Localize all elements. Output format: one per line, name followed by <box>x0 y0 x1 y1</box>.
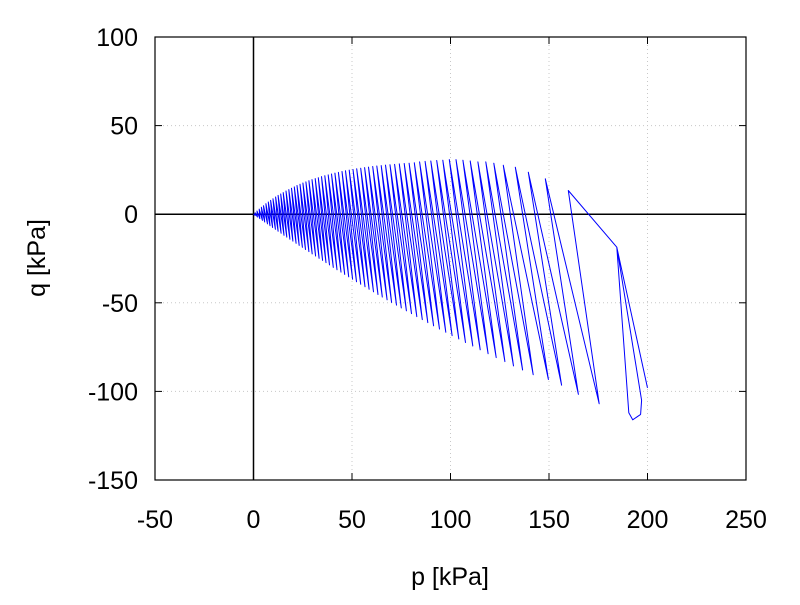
x-axis-label: p [kPa] <box>411 563 489 591</box>
x-tick-label: 100 <box>430 506 472 534</box>
ticks: -50 0 50 100 150 200 250 -150 -100 -50 0 50 100 <box>88 24 767 534</box>
x-tick-label: 50 <box>338 506 366 534</box>
y-tick-label: 50 <box>110 113 138 141</box>
stress-path-line <box>253 159 648 421</box>
x-tick-label: 150 <box>528 506 570 534</box>
y-tick-label: 0 <box>124 201 138 229</box>
y-tick-label: -150 <box>88 467 138 495</box>
y-tick-label: 100 <box>96 24 138 52</box>
y-tick-label: -100 <box>88 378 138 406</box>
x-tick-label: -50 <box>137 506 173 534</box>
grid <box>154 36 747 481</box>
y-axis-label: q [kPa] <box>23 219 51 297</box>
x-tick-label: 200 <box>627 506 669 534</box>
series <box>253 159 648 421</box>
y-tick-label: -50 <box>102 290 138 318</box>
x-tick-label: 0 <box>247 506 261 534</box>
x-tick-label: 250 <box>725 506 767 534</box>
